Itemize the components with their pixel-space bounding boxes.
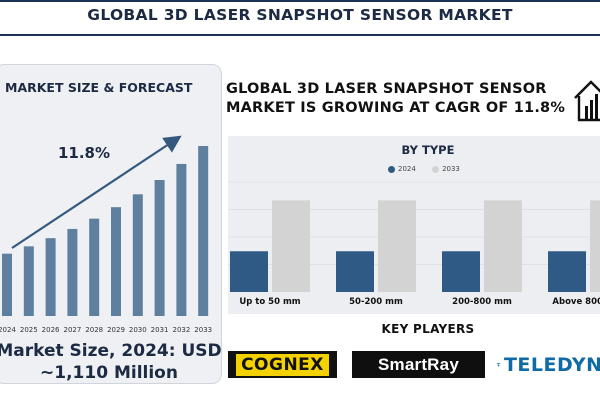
forecast-bar-2029 [111, 207, 121, 316]
forecast-tick-2031: 2031 [151, 326, 169, 334]
forecast-chart: 2024 2025 2026 2027 2028 2029 2030 2031 2032 2033… [0, 135, 212, 334]
forecast-bar-2024 [2, 253, 12, 316]
type-bar-2033-1 [378, 200, 416, 292]
forecast-bar-2033 [198, 145, 209, 316]
title-rule [0, 34, 600, 36]
legend-label-2024: 2024 [398, 165, 416, 173]
forecast-tick-2028: 2028 [85, 326, 103, 334]
forecast-tick-2032: 2032 [172, 326, 190, 334]
forecast-tick-2029: 2029 [107, 326, 125, 334]
cagr-annotation: 11.8% [58, 144, 110, 162]
type-bar-2024-2 [442, 251, 480, 292]
type-bar-2033-0 [272, 200, 310, 292]
forecast-bar-2026 [45, 238, 56, 316]
by-type-chart: Up to 50 mm 50-200 mm 200-800 mm Above 800 … [228, 181, 600, 307]
smartray-logo: SmartRay [352, 351, 485, 378]
legend-label-2033: 2033 [442, 165, 460, 173]
forecast-bar-2027 [67, 228, 78, 316]
teledyne-logo-text: TELEDYNE [503, 353, 600, 376]
forecast-tick-2024: 2024 [0, 326, 16, 334]
market-size-text: Market Size, 2024: USD ~1,110 Million [0, 340, 224, 384]
forecast-bar-2030 [132, 194, 143, 316]
cognex-logo-text: COGNEX [236, 353, 329, 376]
type-tick-1: 50-200 mm [349, 297, 403, 307]
legend-item-2033: 2033 [432, 165, 460, 173]
by-type-legend: 2024 2033 [388, 165, 474, 173]
forecast-tick-2030: 2030 [129, 326, 147, 334]
legend-item-2024: 2024 [388, 165, 416, 173]
market-size-heading: MARKET SIZE & FORECAST [5, 80, 193, 95]
type-bar-2024-1 [336, 251, 374, 292]
forecast-bar-2025 [23, 246, 34, 316]
forecast-tick-2033: 2033 [194, 326, 212, 334]
forecast-bar-2028 [89, 218, 100, 316]
type-bar-2033-3 [590, 200, 600, 292]
type-tick-2: 200-800 mm [452, 297, 512, 307]
type-bar-2024-0 [230, 251, 268, 292]
type-tick-0: Up to 50 mm [239, 297, 300, 307]
forecast-bar-2032 [176, 163, 187, 316]
forecast-tick-2026: 2026 [42, 326, 60, 334]
teledyne-logo-icon [496, 362, 501, 367]
house-icon [574, 80, 600, 122]
legend-swatch-2024 [388, 165, 395, 173]
growth-heading: GLOBAL 3D LASER SNAPSHOT SENSOR MARKET I… [226, 81, 566, 116]
type-bar-2033-2 [484, 200, 522, 292]
page-title: GLOBAL 3D LASER SNAPSHOT SENSOR MARKET [87, 6, 513, 24]
type-bar-2024-3 [548, 251, 586, 292]
forecast-tick-2027: 2027 [63, 326, 81, 334]
smartray-logo-text: SmartRay [378, 354, 459, 374]
key-players-title: KEY PLAYERS [381, 322, 475, 336]
forecast-bar-2031 [154, 179, 165, 316]
top-rule [0, 0, 600, 2]
type-tick-3: Above 800 mm [552, 297, 600, 307]
market-size-line1: Market Size, 2024: USD [0, 341, 222, 361]
teledyne-logo: TELEDYNE [496, 351, 600, 378]
cognex-logo: COGNEX [228, 351, 337, 378]
legend-swatch-2033 [432, 165, 440, 173]
trend-arrow-icon [11, 135, 182, 249]
market-size-line2: ~1,110 Million [40, 363, 178, 383]
forecast-tick-2025: 2025 [20, 326, 38, 334]
by-type-title: BY TYPE [401, 143, 455, 157]
